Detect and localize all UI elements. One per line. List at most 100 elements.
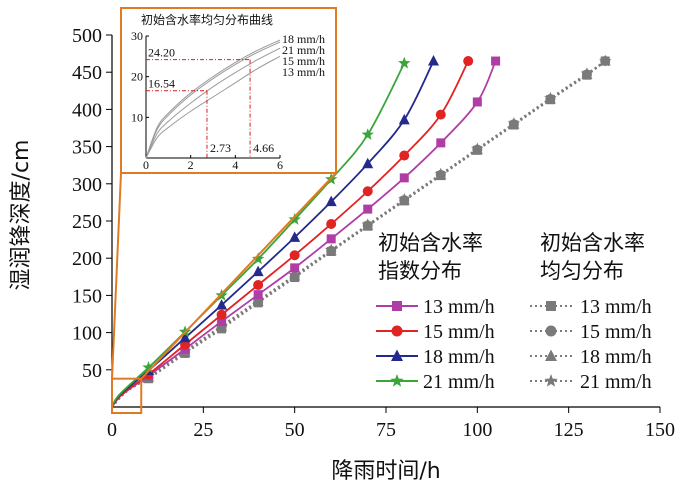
legend-label: 13 mm/h — [580, 296, 652, 318]
data-point — [472, 97, 482, 107]
inset-annotation-label: 2.73 — [210, 141, 231, 155]
legend-exp-heading-1: 初始含水率 — [378, 231, 483, 255]
zoom-connector-right — [140, 172, 337, 380]
data-point — [471, 142, 484, 155]
inset-legend-label: 15 mm/h — [282, 54, 325, 68]
legend-swatch-marker — [390, 374, 404, 387]
legend-exp-heading-2: 指数分布 — [378, 259, 462, 283]
data-point — [253, 290, 263, 300]
data-point — [399, 173, 409, 183]
inset-curve-2 — [145, 47, 281, 159]
series-uni-7 — [111, 54, 612, 408]
legend-item-uni-1: 15 mm/h — [530, 321, 652, 343]
data-point — [252, 265, 264, 277]
x-tick-label: 100 — [462, 419, 492, 441]
inset-y-tick-label: 10 — [131, 110, 143, 124]
y-tick-label: 400 — [72, 99, 102, 121]
inset-y-tick-label: 20 — [131, 70, 143, 84]
x-tick-label: 75 — [376, 419, 396, 441]
data-point — [434, 167, 447, 180]
data-point — [142, 361, 155, 373]
inset-x-tick-label: 4 — [232, 158, 238, 172]
legend-label: 15 mm/h — [423, 321, 495, 343]
inset-legend-label: 18 mm/h — [282, 32, 325, 46]
data-point — [288, 213, 301, 225]
data-point — [290, 263, 300, 273]
data-point — [363, 204, 373, 214]
data-point — [544, 91, 557, 104]
inset-annotation-label: 4.66 — [253, 141, 274, 155]
legend-label: 18 mm/h — [423, 346, 495, 368]
legend-label: 21 mm/h — [423, 371, 495, 393]
inset-legend-label: 21 mm/h — [282, 43, 325, 57]
data-point — [398, 192, 411, 205]
data-point — [216, 299, 228, 310]
data-point — [289, 250, 300, 261]
legend-label: 21 mm/h — [580, 371, 652, 393]
legend-swatch-marker — [546, 301, 556, 311]
legend-item-uni-2: 18 mm/h — [530, 346, 652, 368]
data-point — [398, 113, 410, 125]
data-point — [436, 138, 446, 148]
data-point — [507, 117, 521, 129]
legend-swatch-marker — [391, 325, 403, 337]
x-tick-label: 0 — [107, 419, 117, 441]
y-tick-label: 150 — [72, 285, 102, 307]
legend-item-exp-2: 18 mm/h — [376, 346, 495, 368]
legend-swatch-marker — [392, 301, 402, 311]
y-tick-label: 200 — [72, 248, 102, 270]
legend-item-exp-3: 21 mm/h — [376, 371, 495, 393]
data-point — [326, 218, 337, 229]
x-tick-label: 125 — [554, 419, 584, 441]
data-point — [251, 294, 265, 306]
data-point — [251, 252, 265, 265]
data-point — [325, 195, 337, 207]
legend-item-exp-0: 13 mm/h — [376, 296, 495, 318]
inset-curve-1 — [145, 41, 281, 159]
legend-swatch-marker — [545, 349, 557, 361]
inset-legend-label: 13 mm/h — [282, 65, 325, 79]
legend-swatch-marker — [544, 374, 558, 387]
data-point — [326, 234, 336, 244]
x-axis-label: 降雨时间/h — [331, 459, 440, 484]
data-point — [217, 316, 227, 326]
zoom-connector-left — [111, 172, 122, 379]
zoom-region-box — [111, 377, 143, 414]
y-tick-label: 500 — [72, 25, 102, 47]
y-tick-label: 450 — [72, 62, 102, 84]
inset-curve-0 — [145, 39, 281, 159]
data-point — [427, 55, 439, 66]
series-line — [111, 62, 406, 408]
inset-y-tick-label: 30 — [131, 29, 143, 43]
data-point — [179, 331, 191, 343]
legend-label: 18 mm/h — [580, 346, 652, 368]
x-tick-label: 25 — [193, 419, 213, 441]
legend-uni-heading-2: 均匀分布 — [540, 259, 624, 283]
data-point — [491, 56, 501, 66]
inset-x-tick-label: 2 — [188, 158, 194, 172]
y-tick-label: 100 — [72, 323, 102, 345]
data-point — [435, 109, 446, 120]
data-point — [362, 186, 373, 197]
legend-swatch-marker — [391, 349, 403, 361]
y-tick-label: 300 — [72, 174, 102, 196]
data-point — [216, 309, 227, 320]
legend-swatch-marker — [545, 325, 557, 337]
legend-uni-heading-1: 初始含水率 — [540, 231, 645, 255]
y-tick-label: 250 — [72, 211, 102, 233]
data-point — [362, 157, 374, 169]
data-point — [398, 56, 411, 69]
data-point — [361, 128, 374, 140]
inset-x-tick-label: 6 — [277, 158, 283, 172]
x-tick-label: 150 — [645, 419, 675, 441]
legend-item-uni-3: 21 mm/h — [530, 371, 652, 393]
legend-item-exp-1: 15 mm/h — [376, 321, 495, 343]
y-tick-label: 350 — [72, 137, 102, 159]
data-point — [580, 67, 594, 79]
x-tick-label: 50 — [285, 419, 305, 441]
data-point — [399, 150, 410, 161]
data-point — [253, 279, 264, 290]
inset-annotation-label: 16.54 — [148, 77, 175, 91]
